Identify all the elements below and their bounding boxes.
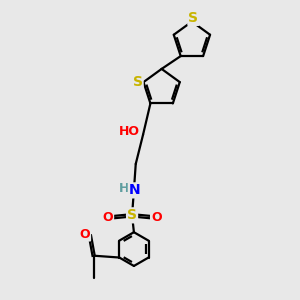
Text: S: S [133,75,142,89]
Text: H: H [118,182,129,195]
Text: S: S [188,11,198,25]
Text: O: O [80,227,90,241]
Text: HO: HO [118,125,140,138]
Text: O: O [151,211,162,224]
Text: O: O [103,211,113,224]
Text: N: N [129,183,140,197]
Text: S: S [127,208,137,222]
